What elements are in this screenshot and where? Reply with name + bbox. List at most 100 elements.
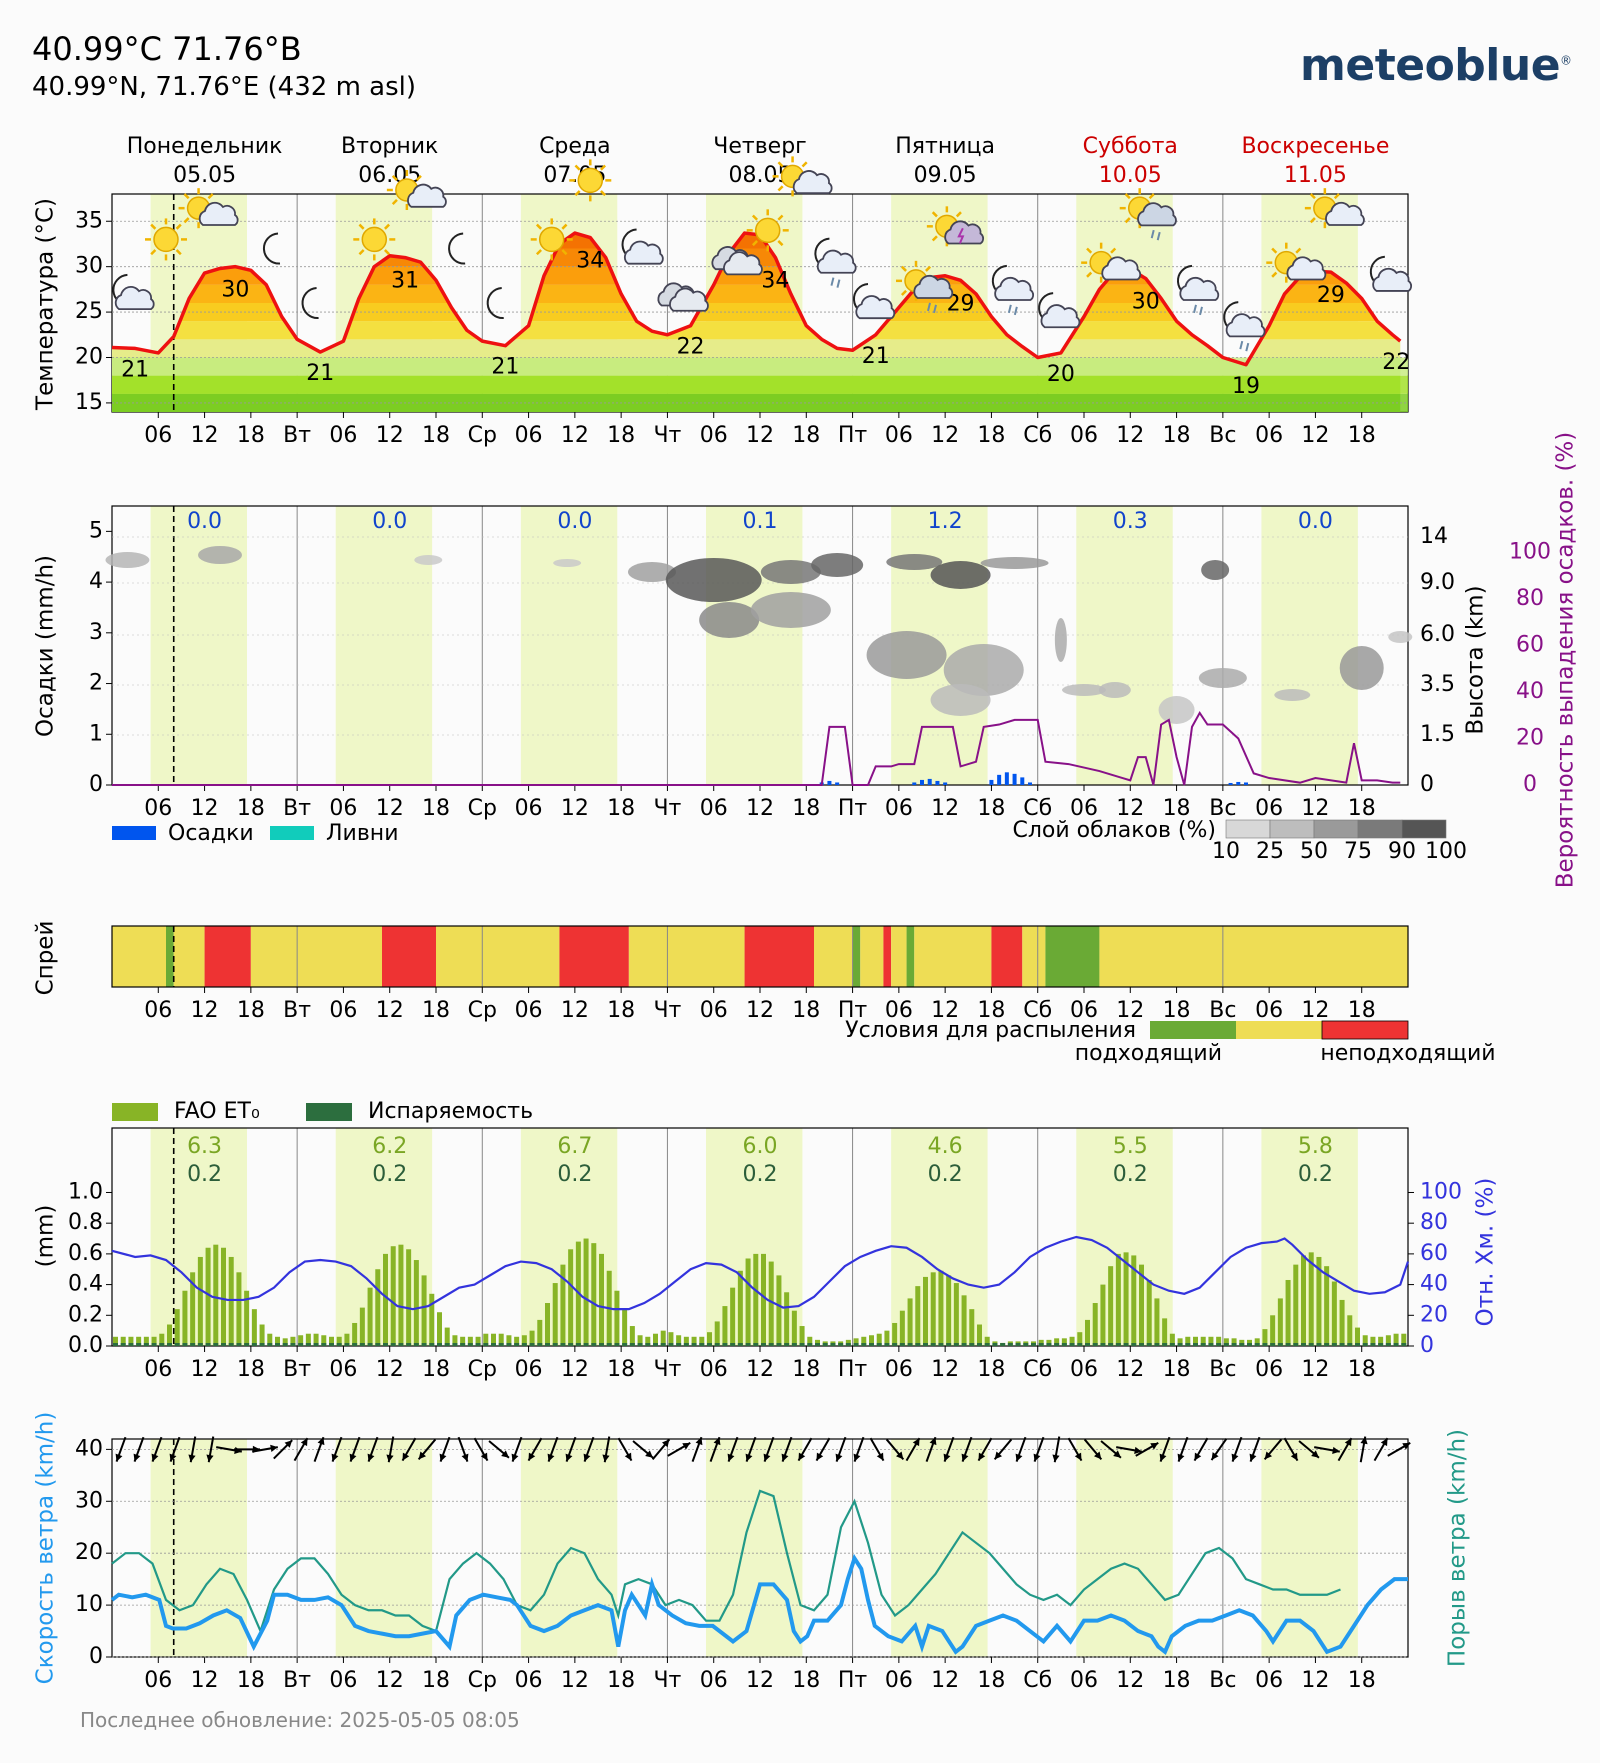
fao-bar bbox=[892, 1322, 898, 1346]
fao-bar bbox=[1370, 1336, 1376, 1346]
x-tick-label: 06 bbox=[144, 1357, 172, 1382]
moon-shape bbox=[262, 232, 281, 265]
x-tick-label: 06 bbox=[700, 796, 728, 821]
temperature-label: 21 bbox=[306, 361, 334, 386]
arrow-head bbox=[1150, 1442, 1159, 1450]
x-tick-label: 06 bbox=[1070, 796, 1098, 821]
x-tick-label: 06 bbox=[700, 423, 728, 448]
x-tick-label: 12 bbox=[1301, 796, 1329, 821]
x-tick-label: 18 bbox=[607, 1668, 635, 1693]
height-tick-label: 1.5 bbox=[1420, 722, 1455, 747]
fao-bar bbox=[313, 1333, 319, 1346]
arrow-head bbox=[978, 1452, 986, 1461]
x-tick-label: 18 bbox=[1163, 998, 1191, 1023]
sun-ray bbox=[931, 211, 938, 218]
precip-bar bbox=[920, 779, 924, 785]
wind-arrow bbox=[169, 1436, 181, 1462]
x-tick-label: 18 bbox=[607, 1357, 635, 1382]
x-tick-label: 18 bbox=[237, 998, 265, 1023]
evap-bar bbox=[676, 1343, 682, 1346]
fao-bar bbox=[182, 1290, 188, 1346]
fao-bar bbox=[1308, 1252, 1314, 1346]
spray-segment bbox=[628, 926, 745, 987]
arrow-head bbox=[547, 1453, 555, 1462]
sun-ray bbox=[391, 174, 398, 181]
fao-bar bbox=[907, 1298, 913, 1346]
x-tick-label: 12 bbox=[746, 998, 774, 1023]
evap-bar bbox=[1347, 1343, 1353, 1346]
x-tick-label: 12 bbox=[1301, 423, 1329, 448]
cloud-legend-swatch bbox=[1269, 819, 1315, 839]
x-tick-label: 06 bbox=[329, 796, 357, 821]
evap-bar bbox=[622, 1343, 628, 1346]
evap-bar bbox=[359, 1343, 365, 1346]
sun-ray bbox=[1086, 271, 1093, 278]
wind-arrow bbox=[961, 1436, 973, 1462]
evap-bar bbox=[575, 1343, 581, 1346]
day-date: 05.05 bbox=[173, 163, 236, 188]
x-tick-label: 18 bbox=[977, 998, 1005, 1023]
spray-segment bbox=[883, 926, 892, 987]
spray-axis-label: Спрей bbox=[33, 921, 59, 996]
x-tick-label: 12 bbox=[191, 1668, 219, 1693]
cloud-layer bbox=[943, 644, 1024, 696]
daylight-band bbox=[520, 506, 618, 785]
cloud-shape bbox=[114, 286, 155, 311]
x-tick-label: Чт bbox=[653, 1668, 681, 1693]
arrow-head bbox=[1264, 1451, 1273, 1460]
wind-tick-label: 40 bbox=[75, 1436, 103, 1461]
fao-bar bbox=[861, 1336, 867, 1346]
humidity-tick-label: 60 bbox=[1420, 1241, 1448, 1266]
x-tick-label: 18 bbox=[1348, 796, 1376, 821]
moon-rain-icon bbox=[1176, 264, 1220, 316]
wind-tick-label: 10 bbox=[75, 1592, 103, 1617]
rain-drop bbox=[836, 279, 841, 288]
wind-arrow bbox=[1337, 1437, 1353, 1462]
rain-prob-tick-label: 100 bbox=[1509, 540, 1551, 565]
x-tick-label: 18 bbox=[1348, 1357, 1376, 1382]
sun-ray bbox=[777, 240, 784, 247]
wind-arrow bbox=[1231, 1436, 1243, 1462]
cloud-shape bbox=[624, 240, 664, 265]
x-tick-label: Вс bbox=[1209, 796, 1236, 821]
x-tick-label: Чт bbox=[653, 796, 681, 821]
cloud-layer bbox=[665, 558, 762, 602]
evap-bar bbox=[213, 1343, 219, 1346]
arrow-head bbox=[367, 1453, 375, 1462]
arrow-head bbox=[876, 1452, 884, 1461]
fao-bar bbox=[1347, 1315, 1353, 1346]
spray-segment bbox=[991, 926, 1023, 987]
wind-arrow bbox=[1116, 1446, 1142, 1454]
precip-bar bbox=[1028, 782, 1032, 785]
spray-segment bbox=[914, 926, 992, 987]
fao-bar bbox=[1331, 1281, 1337, 1346]
x-tick-label: 12 bbox=[561, 1357, 589, 1382]
fao-bar bbox=[676, 1335, 682, 1346]
fao-bar bbox=[167, 1324, 172, 1346]
arrow-head bbox=[745, 1453, 753, 1462]
fao-bar bbox=[1123, 1252, 1129, 1346]
legend-fao-label: FAO ET₀ bbox=[174, 1099, 260, 1124]
spray-segment bbox=[112, 926, 166, 987]
evap-bar bbox=[1069, 1343, 1075, 1346]
lightning bbox=[957, 227, 965, 244]
x-tick-label: 12 bbox=[1301, 998, 1329, 1023]
x-tick-label: 12 bbox=[376, 1357, 404, 1382]
fao-bar bbox=[768, 1261, 774, 1346]
sun-ray bbox=[391, 199, 398, 206]
meteoblue-logo[interactable]: meteoblue® bbox=[1300, 40, 1572, 91]
cloud-shape bbox=[1325, 201, 1365, 226]
sun-ray bbox=[1086, 247, 1093, 254]
x-tick-label: 18 bbox=[237, 423, 265, 448]
last-update: Последнее обновление: 2025-05-05 08:05 bbox=[80, 1708, 520, 1732]
evap-bar bbox=[1085, 1343, 1090, 1346]
wind-arrow bbox=[905, 1437, 921, 1462]
sun-ray bbox=[801, 161, 808, 168]
spray-segment bbox=[173, 926, 205, 987]
x-tick-label: Сб bbox=[1023, 796, 1052, 821]
arrow-head bbox=[1093, 1451, 1102, 1460]
sun-ray bbox=[561, 223, 568, 230]
arrow-head bbox=[602, 1454, 610, 1463]
day-name: Суббота bbox=[1083, 134, 1178, 159]
x-tick-label: 06 bbox=[885, 1668, 913, 1693]
